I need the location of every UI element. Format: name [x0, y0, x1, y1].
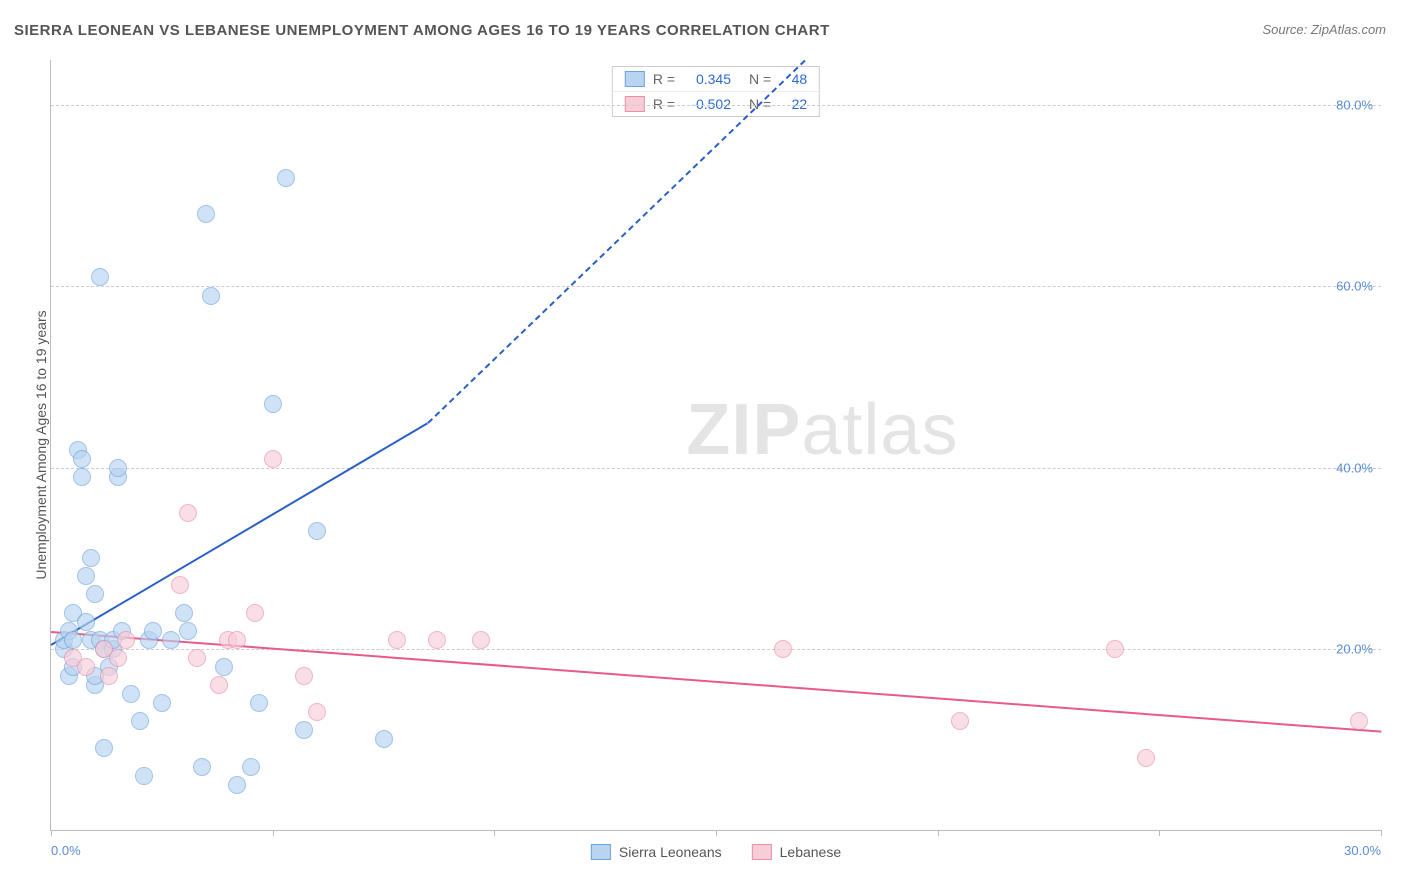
- n-value: 22: [779, 96, 807, 112]
- x-tick: [51, 830, 52, 836]
- y-tick-label: 40.0%: [1336, 460, 1373, 475]
- gridline-h: [51, 649, 1381, 650]
- data-point: [100, 667, 118, 685]
- data-point: [375, 730, 393, 748]
- trend-line: [51, 631, 1381, 733]
- r-label: R =: [653, 71, 675, 87]
- series-swatch: [625, 96, 645, 112]
- legend-swatch: [752, 844, 772, 860]
- data-point: [91, 268, 109, 286]
- gridline-h: [51, 286, 1381, 287]
- data-point: [264, 450, 282, 468]
- x-tick-label: 30.0%: [1344, 843, 1381, 858]
- x-tick-label: 0.0%: [51, 843, 81, 858]
- watermark: ZIPatlas: [686, 389, 958, 471]
- data-point: [246, 604, 264, 622]
- legend-item: Sierra Leoneans: [591, 844, 722, 860]
- data-point: [122, 685, 140, 703]
- data-point: [1106, 640, 1124, 658]
- legend-swatch: [591, 844, 611, 860]
- data-point: [277, 169, 295, 187]
- data-point: [73, 450, 91, 468]
- y-tick-label: 60.0%: [1336, 279, 1373, 294]
- n-label: N =: [749, 71, 771, 87]
- y-tick-label: 80.0%: [1336, 98, 1373, 113]
- data-point: [153, 694, 171, 712]
- data-point: [1350, 712, 1368, 730]
- r-label: R =: [653, 96, 675, 112]
- data-point: [228, 776, 246, 794]
- data-point: [135, 767, 153, 785]
- data-point: [472, 631, 490, 649]
- data-point: [144, 622, 162, 640]
- data-point: [388, 631, 406, 649]
- r-value: -0.502: [683, 96, 731, 112]
- gridline-h: [51, 105, 1381, 106]
- data-point: [215, 658, 233, 676]
- x-tick: [273, 830, 274, 836]
- data-point: [308, 522, 326, 540]
- data-point: [77, 567, 95, 585]
- data-point: [175, 604, 193, 622]
- data-point: [250, 694, 268, 712]
- data-point: [86, 585, 104, 603]
- data-point: [228, 631, 246, 649]
- data-point: [109, 649, 127, 667]
- x-tick: [1381, 830, 1382, 836]
- data-point: [428, 631, 446, 649]
- data-point: [117, 631, 135, 649]
- legend-item: Lebanese: [752, 844, 842, 860]
- gridline-h: [51, 468, 1381, 469]
- stats-row: R =0.345N =48: [613, 67, 819, 92]
- data-point: [77, 613, 95, 631]
- stats-row: R =-0.502N =22: [613, 92, 819, 116]
- data-point: [179, 504, 197, 522]
- legend: Sierra Leoneans Lebanese: [591, 844, 841, 860]
- scatter-plot: Unemployment Among Ages 16 to 19 years Z…: [50, 60, 1381, 831]
- data-point: [774, 640, 792, 658]
- data-point: [242, 758, 260, 776]
- data-point: [202, 287, 220, 305]
- source-attribution: Source: ZipAtlas.com: [1262, 22, 1386, 37]
- r-value: 0.345: [683, 71, 731, 87]
- data-point: [1137, 749, 1155, 767]
- data-point: [193, 758, 211, 776]
- x-tick: [938, 830, 939, 836]
- data-point: [162, 631, 180, 649]
- data-point: [82, 549, 100, 567]
- y-axis-label: Unemployment Among Ages 16 to 19 years: [33, 310, 49, 579]
- legend-label: Sierra Leoneans: [619, 844, 722, 860]
- data-point: [951, 712, 969, 730]
- data-point: [73, 468, 91, 486]
- watermark-bold: ZIP: [686, 390, 801, 470]
- chart-title: SIERRA LEONEAN VS LEBANESE UNEMPLOYMENT …: [14, 22, 830, 39]
- y-tick-label: 20.0%: [1336, 641, 1373, 656]
- data-point: [295, 667, 313, 685]
- data-point: [210, 676, 228, 694]
- data-point: [171, 576, 189, 594]
- watermark-light: atlas: [801, 390, 958, 470]
- data-point: [295, 721, 313, 739]
- data-point: [188, 649, 206, 667]
- data-point: [109, 459, 127, 477]
- data-point: [179, 622, 197, 640]
- x-tick: [716, 830, 717, 836]
- series-swatch: [625, 71, 645, 87]
- data-point: [308, 703, 326, 721]
- data-point: [77, 658, 95, 676]
- data-point: [95, 739, 113, 757]
- legend-label: Lebanese: [780, 844, 842, 860]
- data-point: [264, 395, 282, 413]
- x-tick: [1159, 830, 1160, 836]
- data-point: [131, 712, 149, 730]
- data-point: [197, 205, 215, 223]
- data-point: [64, 631, 82, 649]
- trend-line: [50, 422, 428, 646]
- x-tick: [494, 830, 495, 836]
